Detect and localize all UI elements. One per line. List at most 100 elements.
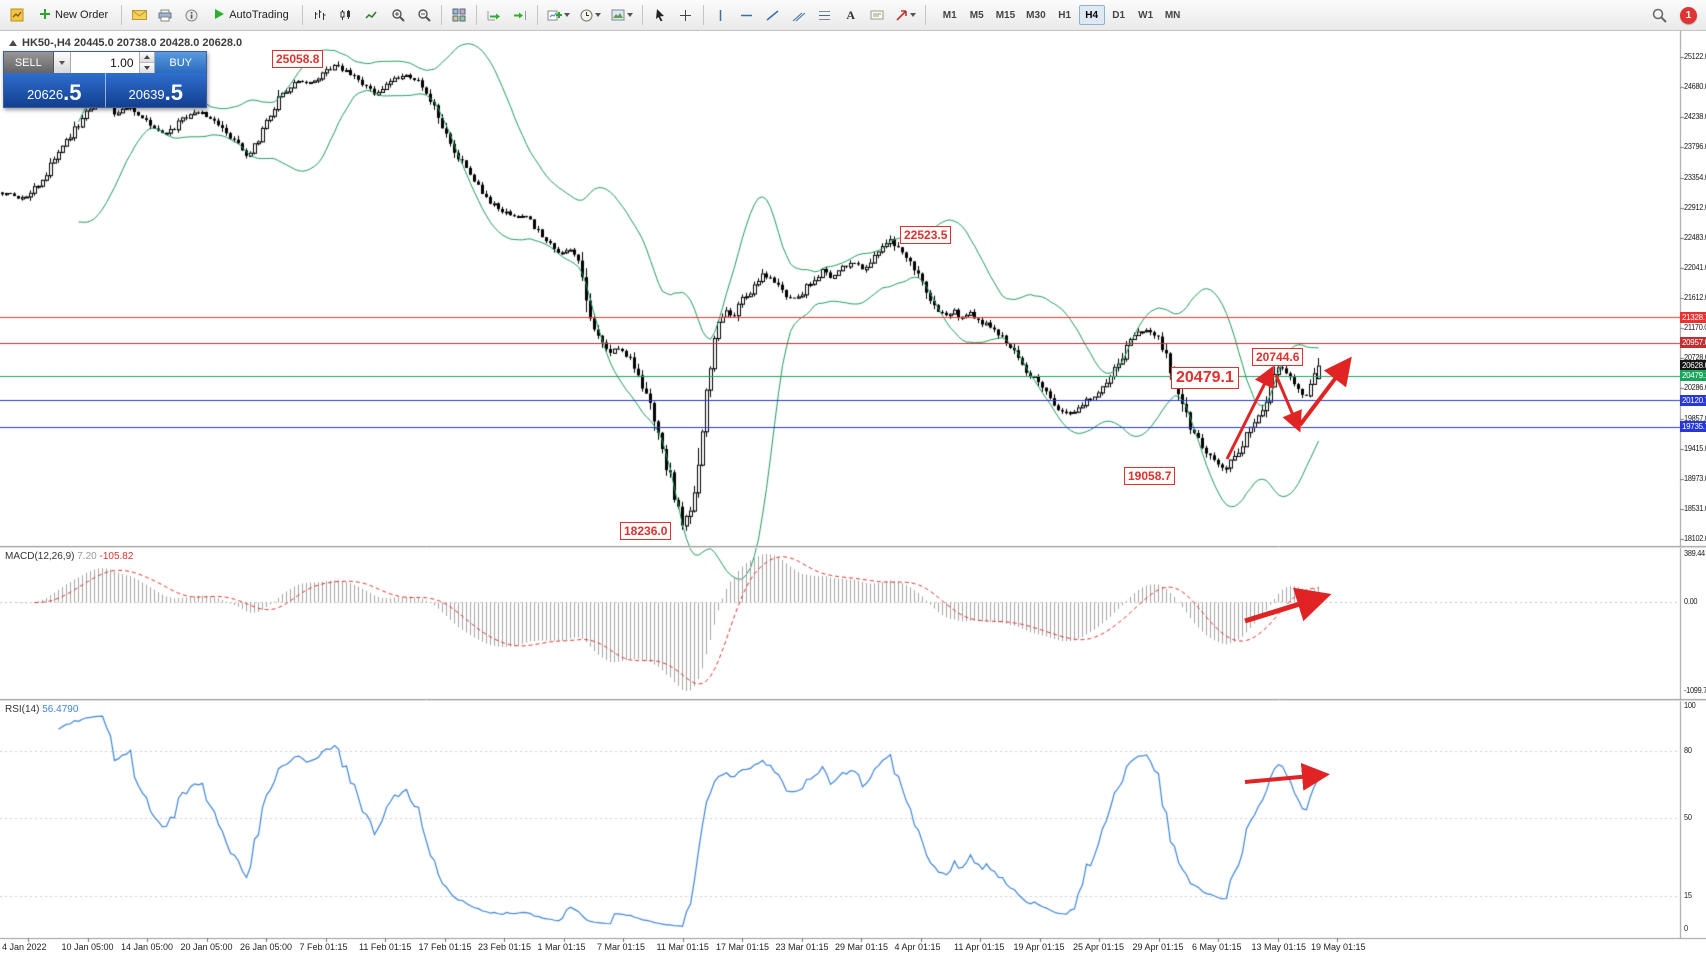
notification-badge[interactable]: 1 [1680, 6, 1697, 24]
candlestick-mode-icon[interactable] [334, 3, 358, 27]
date-axis-label: 1 Mar 01:15 [537, 942, 586, 952]
rsi-axis-label: 50 [1684, 812, 1692, 822]
template-button[interactable] [607, 3, 637, 27]
channel-tool-icon[interactable] [787, 3, 811, 27]
text-tool-icon[interactable]: A [846, 7, 856, 22]
date-axis-label: 23 Mar 01:15 [775, 942, 829, 952]
price-tag: 19735.7 [1680, 421, 1706, 433]
buy-button[interactable]: BUY [155, 52, 206, 73]
date-axis-label: 4 Jan 2022 [2, 942, 47, 952]
price-callout[interactable]: 19058.7 [1124, 467, 1176, 485]
date-axis-label: 26 Jan 05:00 [240, 942, 293, 952]
buy-price-button[interactable]: 20639.5 [106, 73, 207, 107]
timeframe-w1[interactable]: W1 [1133, 5, 1159, 25]
date-axis-label: 14 Jan 05:00 [121, 942, 174, 952]
chart-shift-icon[interactable] [508, 3, 532, 27]
triangle-up-icon [143, 55, 150, 59]
price-callout[interactable]: 22523.5 [900, 226, 952, 244]
chevron-down-icon [909, 13, 916, 17]
separator [301, 5, 303, 25]
timeframe-m1[interactable]: M1 [937, 5, 963, 25]
date-axis-label: 11 Mar 01:15 [656, 942, 709, 952]
volume-increase-button[interactable] [139, 52, 155, 63]
macd-main-value: 7.20 [77, 551, 97, 562]
new-order-button[interactable]: New Order [31, 3, 116, 27]
search-icon[interactable] [1647, 3, 1671, 27]
price-callout[interactable]: 20744.6 [1252, 348, 1304, 366]
price-callout[interactable]: 20479.1 [1171, 367, 1239, 389]
autotrading-label: AutoTrading [229, 9, 289, 21]
timeframe-h4[interactable]: H4 [1078, 5, 1105, 25]
new-chart-button[interactable] [543, 3, 574, 27]
price-axis-label: 22483.0 [1684, 232, 1706, 242]
separator [536, 5, 538, 25]
date-axis-label: 13 May 01:15 [1251, 942, 1307, 952]
zoom-out-icon[interactable] [412, 3, 436, 27]
volume-decrease-button[interactable] [139, 63, 155, 73]
price-tag: 20120.7 [1680, 394, 1706, 406]
bar-chart-mode-icon[interactable] [308, 3, 332, 27]
price-tag: 20628.0 [1680, 360, 1706, 372]
rsi-axis-label: 0 [1684, 924, 1688, 933]
sell-price-button[interactable]: 20626.5 [4, 73, 105, 107]
arrows-tool-button[interactable] [891, 3, 920, 27]
volume-input[interactable] [70, 52, 140, 73]
macd-name: MACD(12,26,9) [5, 551, 75, 562]
auto-scroll-icon[interactable] [482, 3, 506, 27]
tile-windows-icon[interactable] [447, 3, 471, 27]
separator [641, 5, 643, 25]
chart-ohlc-title: HK50-,H4 20445.0 20738.0 20428.0 20628.0 [9, 37, 242, 49]
new-order-label: New Order [55, 9, 109, 21]
date-axis-label: 10 Jan 05:00 [61, 942, 114, 952]
rsi-axis-label: 100 [1684, 701, 1696, 710]
rsi-value: 56.4790 [42, 704, 79, 715]
chevron-down-icon [594, 13, 601, 17]
zoom-in-icon[interactable] [386, 3, 410, 27]
sell-price: 20626 [26, 86, 64, 102]
print-icon[interactable] [153, 3, 177, 27]
trade-panel-controls: SELL BUY [4, 52, 206, 73]
order-type-dropdown[interactable] [53, 52, 71, 73]
chart-canvas[interactable] [0, 31, 1706, 954]
chevron-down-icon [563, 13, 570, 17]
buy-price: 20639 [128, 86, 165, 102]
separator [475, 5, 477, 25]
price-axis-label: 21612.0 [1684, 293, 1706, 302]
horizontal-line-tool-icon[interactable] [735, 3, 759, 27]
price-callout[interactable]: 25058.8 [272, 50, 324, 68]
price-axis-label: 19857.0 [1684, 413, 1706, 423]
timeframe-m30[interactable]: M30 [1021, 5, 1050, 25]
price-axis-label: 24238.0 [1684, 112, 1706, 122]
line-chart-mode-icon[interactable] [360, 3, 384, 27]
price-axis-label: 19415.0 [1684, 443, 1706, 453]
vertical-line-tool-icon[interactable] [709, 3, 733, 27]
timeframe-h1[interactable]: H1 [1052, 5, 1078, 25]
info-icon[interactable] [179, 3, 203, 27]
period-button[interactable] [576, 3, 605, 27]
trendline-tool-icon[interactable] [761, 3, 785, 27]
price-axis-label: 20728.0 [1684, 353, 1706, 363]
separator [121, 5, 123, 25]
crosshair-icon[interactable] [674, 3, 698, 27]
price-axis-label: 20286.0 [1684, 383, 1706, 393]
separator [924, 5, 926, 25]
timeframe-d1[interactable]: D1 [1106, 5, 1132, 25]
price-callout[interactable]: 18236.0 [620, 522, 672, 540]
timeframe-m5[interactable]: M5 [964, 5, 990, 25]
text-label-tool-icon[interactable] [865, 3, 889, 27]
mail-icon[interactable] [127, 3, 151, 27]
timeframe-m15[interactable]: M15 [991, 5, 1020, 25]
date-axis-label: 11 Apr 01:15 [954, 942, 1005, 952]
cursor-icon[interactable] [648, 3, 672, 27]
date-axis-label: 19 Apr 01:15 [1013, 942, 1065, 952]
price-tag: 20957.0 [1680, 337, 1706, 349]
rsi-axis-label: 15 [1684, 890, 1692, 900]
separator [440, 5, 442, 25]
timeframe-mn[interactable]: MN [1160, 5, 1186, 25]
rsi-indicator-label: RSI(14) 56.4790 [5, 704, 78, 715]
sell-button[interactable]: SELL [4, 52, 54, 73]
toolbar-right: 1 [1647, 3, 1701, 27]
date-axis-label: 19 May 01:15 [1311, 942, 1366, 952]
autotrading-button[interactable]: AutoTrading [205, 3, 297, 27]
fibonacci-tool-icon[interactable] [813, 3, 837, 27]
